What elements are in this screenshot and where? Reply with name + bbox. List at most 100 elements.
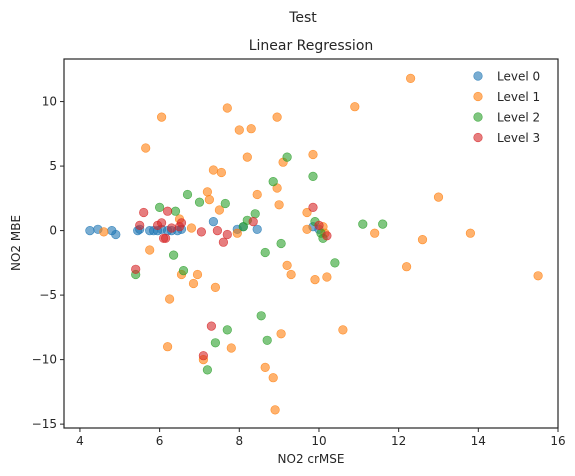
data-point — [234, 125, 244, 135]
data-point — [308, 202, 318, 212]
y-tick-label: 5 — [49, 159, 57, 173]
x-tick-label: 8 — [235, 434, 243, 448]
data-point — [216, 167, 226, 178]
data-point — [402, 262, 412, 272]
data-point — [256, 311, 266, 321]
data-point — [220, 198, 230, 209]
x-axis-label: NO2 crMSE — [278, 452, 345, 466]
data-point — [350, 102, 360, 112]
data-point — [212, 226, 222, 236]
data-point — [274, 200, 284, 210]
data-point — [85, 226, 95, 236]
data-point — [252, 224, 262, 234]
data-point — [192, 269, 203, 280]
data-point — [186, 223, 197, 233]
data-point — [314, 220, 324, 230]
y-axis-ticks: −15 −10 −5 0 5 10 — [32, 95, 64, 431]
legend-label: Level 3 — [497, 131, 540, 145]
data-point — [208, 217, 218, 227]
data-point — [157, 218, 167, 228]
data-point — [302, 207, 312, 218]
legend-label: Level 0 — [497, 70, 540, 84]
data-point — [406, 73, 416, 83]
data-point — [417, 235, 428, 245]
data-point — [131, 264, 141, 274]
data-point — [270, 405, 280, 415]
data-point — [433, 192, 444, 202]
data-point — [139, 207, 149, 218]
data-point — [210, 282, 220, 293]
x-tick-label: 12 — [391, 434, 406, 448]
data-point — [276, 238, 286, 249]
data-point — [533, 271, 543, 281]
data-point — [157, 112, 167, 122]
data-point — [260, 247, 270, 258]
data-point — [111, 229, 121, 240]
data-point — [322, 231, 332, 241]
data-point — [178, 266, 189, 276]
data-point — [169, 250, 179, 260]
data-point — [248, 217, 258, 227]
plot-area-frame — [63, 58, 559, 429]
x-tick-label: 4 — [76, 434, 84, 448]
data-point — [176, 218, 187, 228]
legend-item: Level 3 — [473, 131, 540, 145]
data-point — [135, 220, 145, 230]
scatter-points — [85, 73, 543, 415]
y-axis-label: NO2 MBE — [9, 215, 23, 271]
data-point — [286, 269, 296, 280]
data-point — [141, 143, 151, 153]
data-point — [282, 152, 292, 162]
figure-suptitle: Test — [288, 10, 317, 26]
data-point — [252, 189, 262, 200]
data-point — [268, 373, 278, 383]
y-tick-label: 10 — [42, 95, 57, 109]
data-point — [167, 223, 177, 233]
data-point — [145, 245, 155, 255]
data-point — [338, 325, 348, 335]
x-tick-label: 16 — [550, 434, 565, 448]
data-point — [188, 278, 199, 289]
x-tick-label: 10 — [311, 434, 326, 448]
legend-label: Level 1 — [497, 90, 540, 104]
data-point — [222, 325, 232, 335]
data-point — [218, 237, 228, 247]
data-point — [222, 229, 232, 240]
data-point — [262, 335, 272, 345]
data-point — [182, 189, 193, 200]
data-point — [163, 206, 173, 216]
data-point — [378, 219, 388, 229]
data-point — [308, 149, 318, 160]
data-point — [268, 177, 278, 187]
data-point — [465, 228, 476, 238]
data-point — [260, 362, 270, 373]
data-point — [282, 260, 292, 271]
x-tick-label: 6 — [156, 434, 164, 448]
legend-label: Level 2 — [497, 111, 540, 125]
data-point — [170, 206, 181, 216]
legend-item: Level 0 — [473, 70, 540, 84]
legend-marker — [473, 132, 483, 143]
data-point — [165, 294, 175, 304]
x-axis-ticks: 4 6 8 10 12 14 16 — [76, 428, 566, 448]
y-tick-label: −10 — [32, 353, 57, 367]
legend-item: Level 2 — [473, 111, 540, 125]
data-point — [226, 343, 236, 353]
data-point — [330, 258, 340, 268]
data-point — [196, 227, 206, 237]
legend: Level 0 Level 1 Level 2 Level 3 — [473, 70, 540, 145]
data-point — [202, 365, 212, 375]
data-point — [242, 152, 252, 162]
data-point — [99, 227, 109, 237]
data-point — [206, 321, 216, 331]
data-point — [272, 112, 282, 122]
data-point — [302, 224, 312, 234]
data-point — [204, 195, 214, 205]
data-point — [310, 275, 320, 285]
axes-title: Linear Regression — [249, 38, 374, 54]
data-point — [202, 187, 212, 197]
legend-marker — [473, 91, 483, 102]
y-tick-label: −5 — [39, 288, 57, 302]
